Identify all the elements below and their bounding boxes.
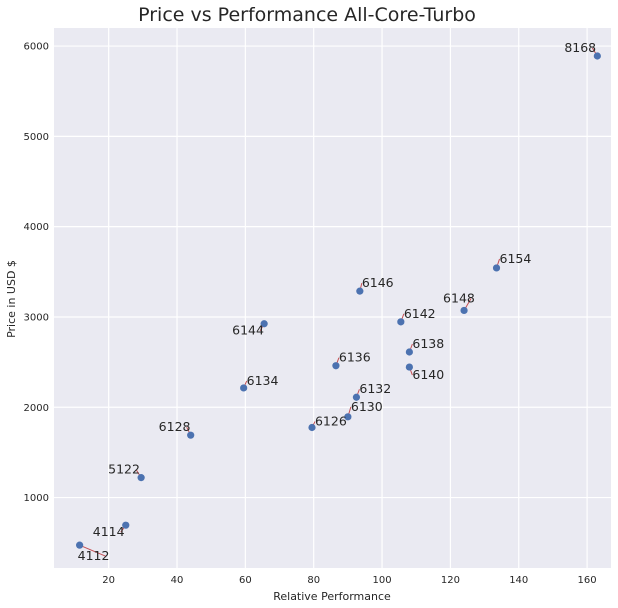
point-label: 6144: [232, 323, 264, 338]
chart-title: Price vs Performance All-Core-Turbo: [138, 4, 476, 26]
data-point: [240, 384, 248, 392]
x-tick-label: 140: [509, 575, 528, 586]
y-tick-labels: 1000 2000 3000 4000 5000 6000: [24, 42, 49, 505]
annotation-line: [79, 544, 106, 557]
point-labels: 8168 6154 6148 6146 6142 6144 6138 6140 6136 6134…: [78, 40, 597, 563]
point-label: 5122: [108, 462, 140, 477]
data-point: [137, 474, 145, 482]
y-axis-label: Price in USD $: [5, 260, 18, 338]
point-label: 6134: [247, 373, 279, 388]
x-tick-label: 40: [171, 575, 184, 586]
point-label: 6138: [412, 336, 444, 351]
data-points: [76, 52, 601, 549]
data-point: [260, 320, 268, 328]
point-label: 6154: [500, 251, 532, 266]
data-point: [344, 413, 352, 421]
data-point: [405, 348, 413, 356]
point-label: 4114: [93, 524, 125, 539]
x-tick-labels: 20 40 60 80 100 120 140 160: [102, 575, 596, 586]
point-label: 6132: [359, 381, 391, 396]
y-tick-label: 5000: [24, 132, 49, 143]
point-label: 6142: [404, 306, 436, 321]
point-label: 6126: [315, 413, 347, 428]
x-tick-label: 60: [239, 575, 252, 586]
data-point: [356, 287, 364, 295]
plot-area: [54, 28, 611, 568]
data-point: [397, 318, 405, 326]
grid-lines: [54, 28, 611, 568]
point-label: 6136: [339, 350, 371, 365]
point-label: 4112: [78, 548, 110, 563]
x-axis-label: Relative Performance: [273, 590, 391, 603]
point-label: 6148: [443, 290, 475, 305]
data-point: [593, 52, 601, 60]
data-point: [460, 306, 468, 315]
data-point: [76, 541, 84, 549]
data-point: [308, 423, 316, 432]
data-point: [187, 431, 195, 439]
point-label: 6128: [159, 419, 191, 434]
data-point: [405, 363, 413, 371]
point-label: 6146: [362, 275, 394, 290]
data-point: [492, 264, 501, 272]
y-tick-label: 2000: [24, 403, 49, 414]
x-tick-label: 20: [102, 575, 115, 586]
data-point: [122, 521, 130, 529]
x-tick-label: 120: [441, 575, 460, 586]
point-label: 6130: [351, 399, 383, 414]
data-point: [332, 362, 340, 370]
point-label: 8168: [564, 40, 596, 55]
point-label: 6140: [412, 367, 444, 382]
x-tick-label: 80: [307, 575, 320, 586]
data-point: [352, 393, 361, 401]
x-tick-label: 160: [578, 575, 597, 586]
y-tick-label: 1000: [24, 493, 49, 504]
x-tick-label: 100: [373, 575, 392, 586]
y-tick-label: 4000: [24, 222, 49, 233]
y-tick-label: 3000: [24, 312, 49, 323]
y-tick-label: 6000: [24, 42, 49, 53]
